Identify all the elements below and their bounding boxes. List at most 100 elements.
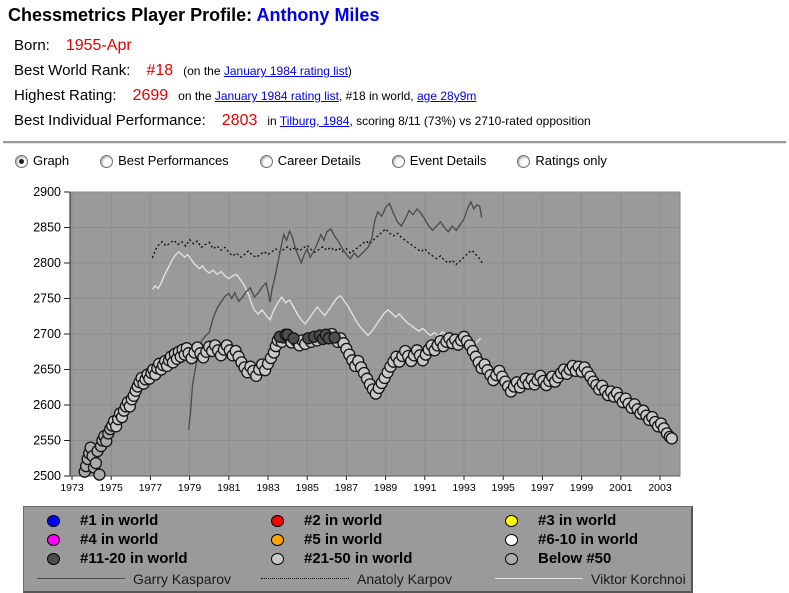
svg-text:1991: 1991 bbox=[413, 482, 437, 494]
svg-text:1975: 1975 bbox=[100, 482, 124, 494]
svg-text:2900: 2900 bbox=[33, 185, 61, 199]
born-label: Born: bbox=[14, 37, 50, 54]
radio-label: Graph bbox=[33, 153, 70, 168]
rank-dot-icon bbox=[505, 552, 518, 565]
legend-line-item: Viktor Korchnoi bbox=[495, 568, 691, 589]
rating-list-link[interactable]: January 1984 rating list bbox=[214, 89, 339, 103]
legend-line-label: Viktor Korchnoi bbox=[591, 570, 686, 587]
rank-text-close: ) bbox=[347, 64, 352, 78]
svg-text:2001: 2001 bbox=[609, 482, 633, 494]
radio-label: Ratings only bbox=[535, 153, 607, 168]
svg-text:1983: 1983 bbox=[256, 482, 280, 494]
perf-label: Best Individual Performance: bbox=[14, 112, 206, 129]
rating-history-chart: 2500 2550 2600 2650 2700 2750 2800 2850 2900 1973… bbox=[33, 185, 681, 494]
rank-dot-icon bbox=[505, 533, 518, 546]
view-mode-tabs: Graph Best Performances Career Details Even… bbox=[15, 153, 789, 170]
best-performance-row: Best Individual Performance: 2803 in Tilbu… bbox=[14, 108, 789, 133]
legend-item: #21-50 in world bbox=[261, 549, 495, 568]
born-row: Born: 1955-Apr bbox=[14, 33, 789, 58]
header-divider bbox=[3, 141, 786, 144]
radio-icon bbox=[100, 155, 114, 168]
legend-line-item: Anatoly Karpov bbox=[261, 568, 495, 589]
legend-label: #3 in world bbox=[538, 512, 617, 529]
svg-text:2800: 2800 bbox=[33, 256, 61, 270]
player-name: Anthony Miles bbox=[256, 5, 380, 25]
rating-text: on the bbox=[178, 89, 215, 103]
legend-item: #6-10 in world bbox=[495, 530, 691, 549]
rank-dot-icon bbox=[505, 514, 518, 527]
rating-value: 2699 bbox=[132, 87, 169, 104]
age-link[interactable]: age 28y9m bbox=[416, 89, 477, 103]
chart-container: 2500 2550 2600 2650 2700 2750 2800 2850 2900 1973… bbox=[0, 180, 789, 503]
rank-text: (on the bbox=[183, 64, 224, 78]
legend-item: #11-20 in world bbox=[37, 549, 261, 568]
svg-text:1997: 1997 bbox=[531, 482, 555, 494]
legend-label: #6-10 in world bbox=[538, 531, 639, 548]
chessmetrics-profile-page: Chessmetrics Player Profile: Anthony Mil… bbox=[0, 5, 789, 593]
event-link[interactable]: Tilburg, 1984 bbox=[279, 114, 350, 128]
legend-label: #5 in world bbox=[304, 531, 383, 548]
rank-dot-icon bbox=[47, 552, 60, 565]
rank-value: #18 bbox=[146, 62, 174, 79]
svg-text:1987: 1987 bbox=[335, 482, 359, 494]
legend-item: Below #50 bbox=[495, 549, 691, 568]
svg-text:1995: 1995 bbox=[492, 482, 516, 494]
line-swatch-icon bbox=[37, 578, 125, 579]
born-value: 1955-Apr bbox=[65, 37, 132, 54]
svg-text:1981: 1981 bbox=[217, 482, 241, 494]
svg-text:2700: 2700 bbox=[33, 327, 61, 341]
tab-ratings-only[interactable]: Ratings only bbox=[517, 153, 607, 171]
chart-legend: #1 in world #2 in world #3 in world #4 in w… bbox=[23, 506, 693, 593]
perf-detail-text: , scoring 8/11 (73%) vs 2710-rated oppos… bbox=[349, 114, 591, 128]
rank-dot-icon bbox=[271, 552, 284, 565]
legend-item: #1 in world bbox=[37, 511, 261, 530]
svg-text:1979: 1979 bbox=[178, 482, 202, 494]
legend-label: #21-50 in world bbox=[304, 550, 413, 567]
tab-career-details[interactable]: Career Details bbox=[259, 153, 361, 171]
svg-text:2850: 2850 bbox=[33, 221, 61, 235]
highest-rating-row: Highest Rating: 2699 on the January 1984 r… bbox=[14, 83, 789, 108]
rank-dot-icon bbox=[47, 514, 60, 527]
svg-text:2750: 2750 bbox=[33, 292, 61, 306]
svg-text:1999: 1999 bbox=[570, 482, 594, 494]
rank-dot-icon bbox=[271, 514, 284, 527]
legend-label: #4 in world bbox=[80, 531, 159, 548]
legend-grid: #1 in world #2 in world #3 in world #4 in w… bbox=[37, 511, 691, 589]
tab-best-performances[interactable]: Best Performances bbox=[100, 153, 229, 171]
svg-text:1977: 1977 bbox=[139, 482, 163, 494]
legend-line-label: Anatoly Karpov bbox=[357, 570, 452, 587]
svg-text:2003: 2003 bbox=[648, 482, 672, 494]
tab-graph[interactable]: Graph bbox=[15, 153, 69, 171]
radio-icon bbox=[259, 155, 273, 168]
svg-text:1973: 1973 bbox=[60, 482, 84, 494]
page-title: Chessmetrics Player Profile: Anthony Mil… bbox=[8, 5, 789, 26]
svg-text:2500: 2500 bbox=[33, 469, 61, 483]
legend-label: #2 in world bbox=[304, 512, 383, 529]
svg-text:1989: 1989 bbox=[374, 482, 398, 494]
radio-label: Event Details bbox=[409, 153, 487, 168]
legend-line-item: Garry Kasparov bbox=[37, 568, 261, 589]
radio-label: Career Details bbox=[277, 153, 361, 168]
rank-dot-icon bbox=[271, 533, 284, 546]
legend-label: Below #50 bbox=[538, 550, 612, 567]
legend-item: #2 in world bbox=[261, 511, 495, 530]
best-world-rank-row: Best World Rank: #18 (on the January 1984 … bbox=[14, 58, 789, 83]
legend-item: #4 in world bbox=[37, 530, 261, 549]
legend-item: #5 in world bbox=[261, 530, 495, 549]
perf-text: in bbox=[267, 114, 280, 128]
svg-text:2550: 2550 bbox=[33, 434, 61, 448]
radio-icon bbox=[517, 155, 531, 168]
rating-label: Highest Rating: bbox=[14, 87, 117, 104]
svg-text:2650: 2650 bbox=[33, 363, 61, 377]
legend-line-label: Garry Kasparov bbox=[133, 570, 232, 587]
radio-selected-icon bbox=[15, 155, 28, 168]
perf-value: 2803 bbox=[221, 112, 258, 129]
legend-label: #11-20 in world bbox=[80, 550, 188, 567]
rank-rating-list-link[interactable]: January 1984 rating list bbox=[223, 64, 348, 78]
rank-dot-icon bbox=[47, 533, 60, 546]
tab-event-details[interactable]: Event Details bbox=[391, 153, 487, 171]
legend-label: #1 in world bbox=[80, 512, 159, 529]
svg-text:1993: 1993 bbox=[452, 482, 476, 494]
radio-label: Best Performances bbox=[118, 153, 229, 168]
player-info: Born: 1955-Apr Best World Rank: #18 (on the… bbox=[14, 33, 789, 133]
